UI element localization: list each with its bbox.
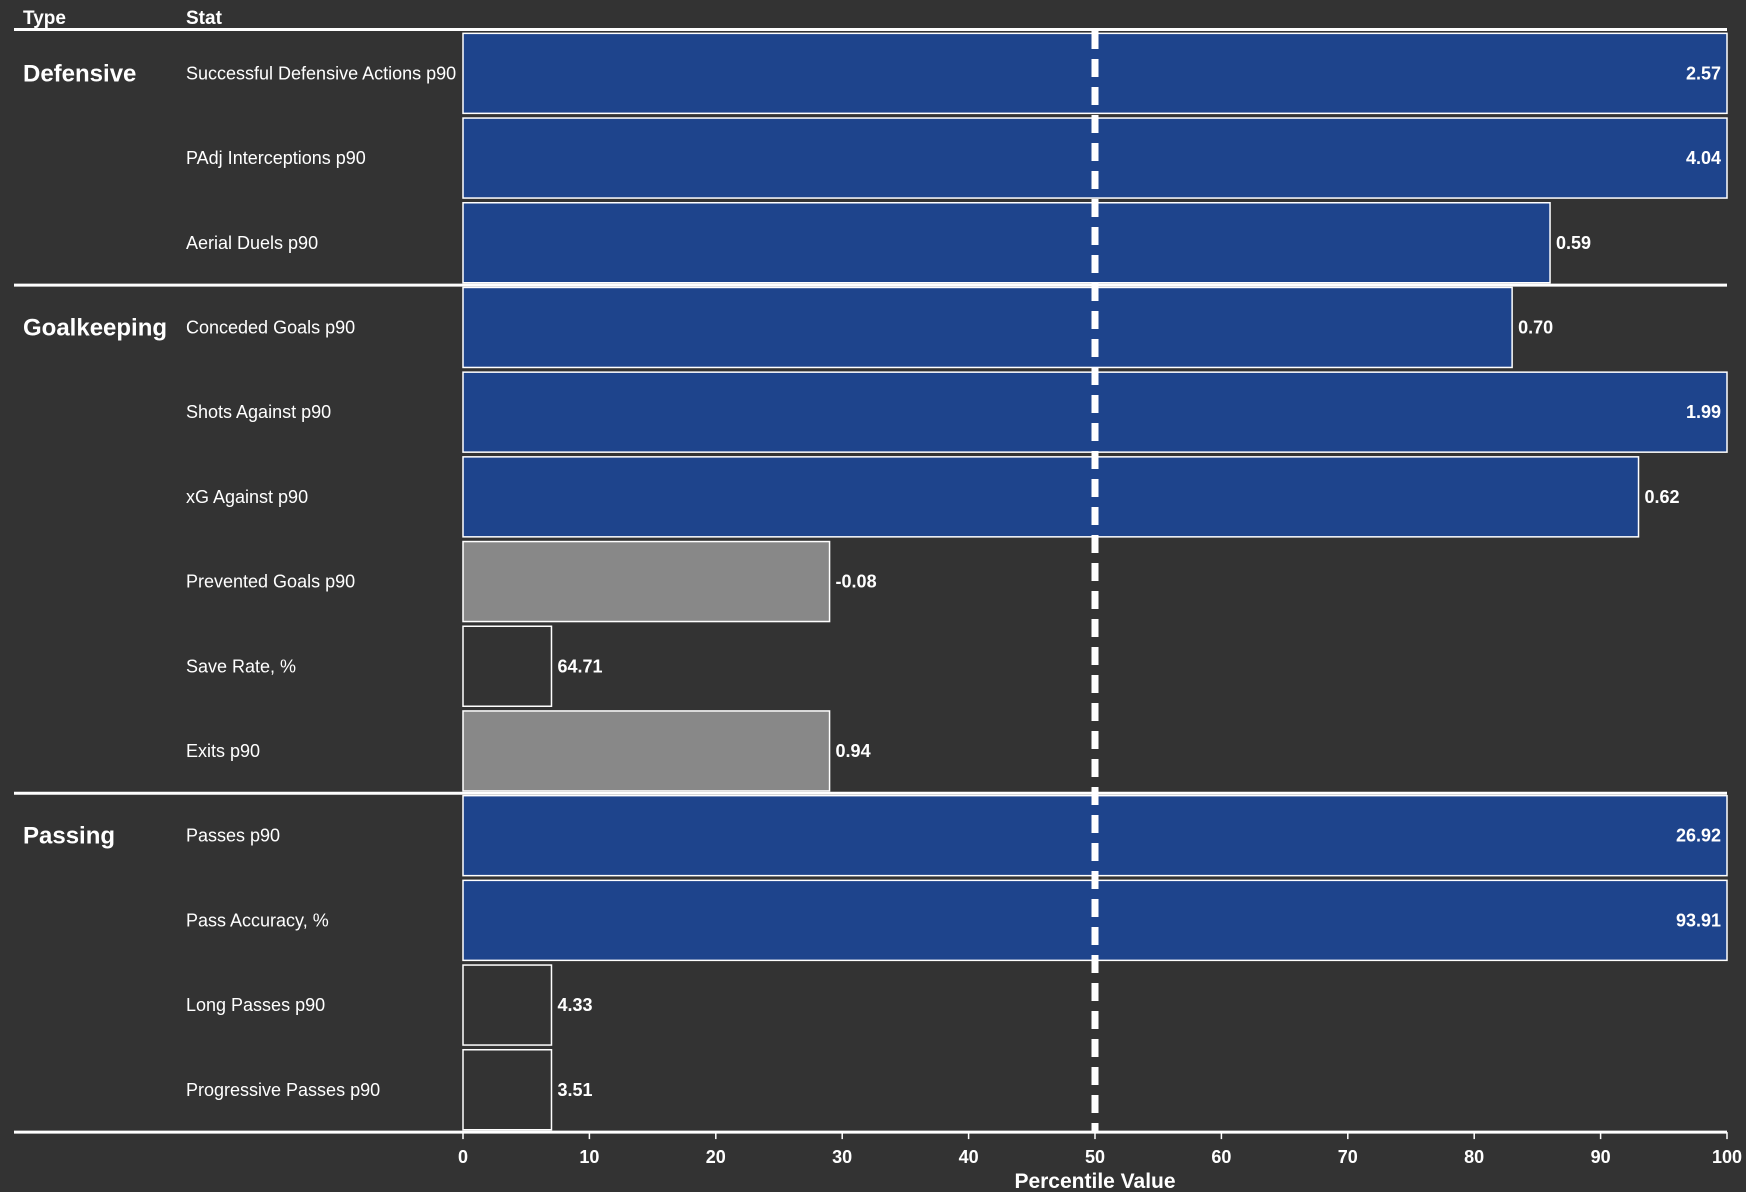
value-label-11: 93.91 [1676, 910, 1721, 930]
stat-label-4: Conceded Goals p90 [186, 317, 355, 337]
stat-label-13: Progressive Passes p90 [186, 1080, 380, 1100]
value-label-12: 4.33 [557, 995, 592, 1015]
stat-label-9: Exits p90 [186, 741, 260, 761]
x-tick-label-80: 80 [1464, 1147, 1484, 1167]
value-label-10: 26.92 [1676, 826, 1721, 846]
value-label-7: -0.08 [836, 572, 877, 592]
stat-label-12: Long Passes p90 [186, 995, 325, 1015]
x-tick-label-70: 70 [1338, 1147, 1358, 1167]
stat-label-7: Prevented Goals p90 [186, 572, 355, 592]
bar-7 [462, 540, 831, 623]
x-tick-label-0: 0 [458, 1147, 468, 1167]
x-tick-label-50: 50 [1085, 1147, 1105, 1167]
stat-label-6: xG Against p90 [186, 487, 308, 507]
header-type: Type [23, 8, 66, 29]
group-label-passing: Passing [23, 823, 115, 850]
x-tick-label-10: 10 [579, 1147, 599, 1167]
x-tick-label-100: 100 [1712, 1147, 1742, 1167]
bar-11 [462, 879, 1728, 962]
value-label-6: 0.62 [1645, 487, 1680, 507]
value-label-4: 0.70 [1518, 317, 1553, 337]
bar-10 [462, 794, 1728, 877]
stat-label-8: Save Rate, % [186, 656, 296, 676]
bar-9 [462, 710, 831, 792]
bar-6 [462, 456, 1640, 538]
stat-label-11: Pass Accuracy, % [186, 910, 329, 930]
bar-13 [462, 1049, 553, 1131]
value-label-3: 0.59 [1556, 233, 1591, 253]
bar-4 [462, 286, 1513, 369]
value-label-8: 64.71 [557, 656, 602, 676]
bar-8 [462, 625, 553, 707]
value-label-13: 3.51 [557, 1080, 592, 1100]
bar-12 [462, 964, 553, 1046]
stat-label-10: Passes p90 [186, 826, 280, 846]
group-label-goalkeeping: Goalkeeping [23, 314, 167, 341]
x-tick-label-40: 40 [959, 1147, 979, 1167]
x-tick-label-20: 20 [706, 1147, 726, 1167]
value-label-2: 4.04 [1686, 148, 1721, 168]
stat-label-1: Successful Defensive Actions p90 [186, 63, 456, 83]
value-label-5: 1.99 [1686, 402, 1721, 422]
stat-label-2: PAdj Interceptions p90 [186, 148, 366, 168]
x-tick-label-30: 30 [832, 1147, 852, 1167]
header-stat: Stat [186, 8, 223, 29]
x-axis-title: Percentile Value [1014, 1170, 1175, 1192]
value-label-9: 0.94 [836, 741, 871, 761]
x-tick-label-90: 90 [1591, 1147, 1611, 1167]
stat-label-5: Shots Against p90 [186, 402, 331, 422]
stat-label-3: Aerial Duels p90 [186, 233, 318, 253]
x-tick-label-60: 60 [1211, 1147, 1231, 1167]
value-label-1: 2.57 [1686, 63, 1721, 83]
bar-3 [462, 202, 1551, 284]
group-label-defensive: Defensive [23, 60, 136, 87]
